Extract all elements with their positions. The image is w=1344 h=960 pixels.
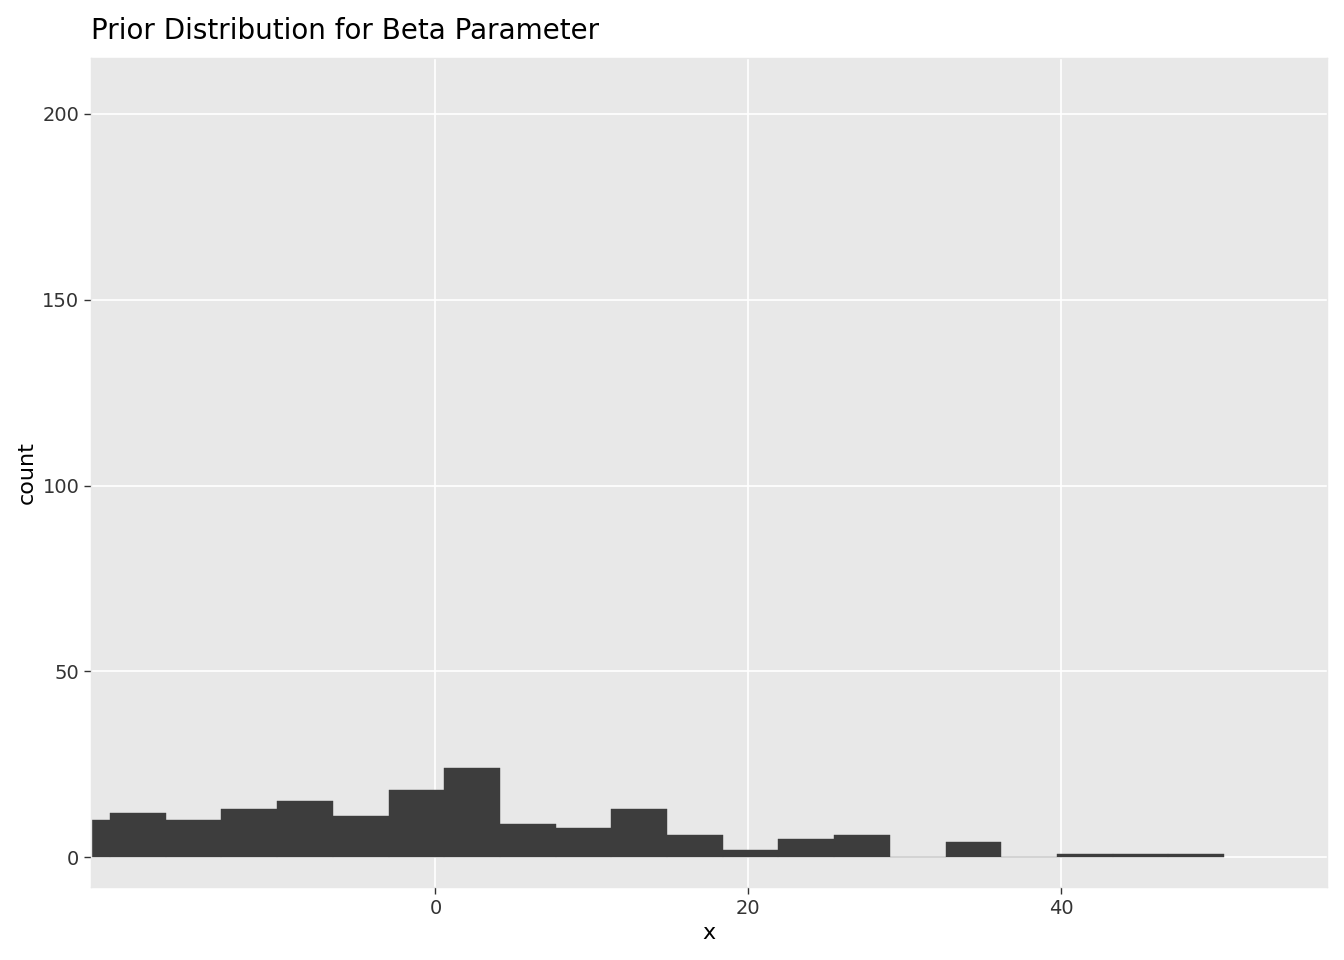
- Text: Prior Distribution for Beta Parameter: Prior Distribution for Beta Parameter: [91, 16, 599, 45]
- Bar: [946, 842, 1001, 857]
- Bar: [612, 809, 667, 857]
- Bar: [667, 835, 723, 857]
- Bar: [555, 828, 612, 857]
- Bar: [110, 812, 165, 857]
- Bar: [1113, 853, 1168, 857]
- Bar: [445, 768, 500, 857]
- Bar: [835, 835, 890, 857]
- Bar: [165, 820, 222, 857]
- Bar: [0, 828, 54, 857]
- Bar: [1056, 853, 1113, 857]
- Y-axis label: count: count: [16, 441, 36, 504]
- X-axis label: x: x: [703, 924, 716, 944]
- Bar: [723, 850, 778, 857]
- Bar: [333, 816, 388, 857]
- Bar: [500, 824, 555, 857]
- Bar: [54, 820, 110, 857]
- Bar: [778, 839, 835, 857]
- Bar: [277, 802, 333, 857]
- Bar: [222, 809, 277, 857]
- Bar: [388, 790, 445, 857]
- Bar: [1168, 853, 1224, 857]
